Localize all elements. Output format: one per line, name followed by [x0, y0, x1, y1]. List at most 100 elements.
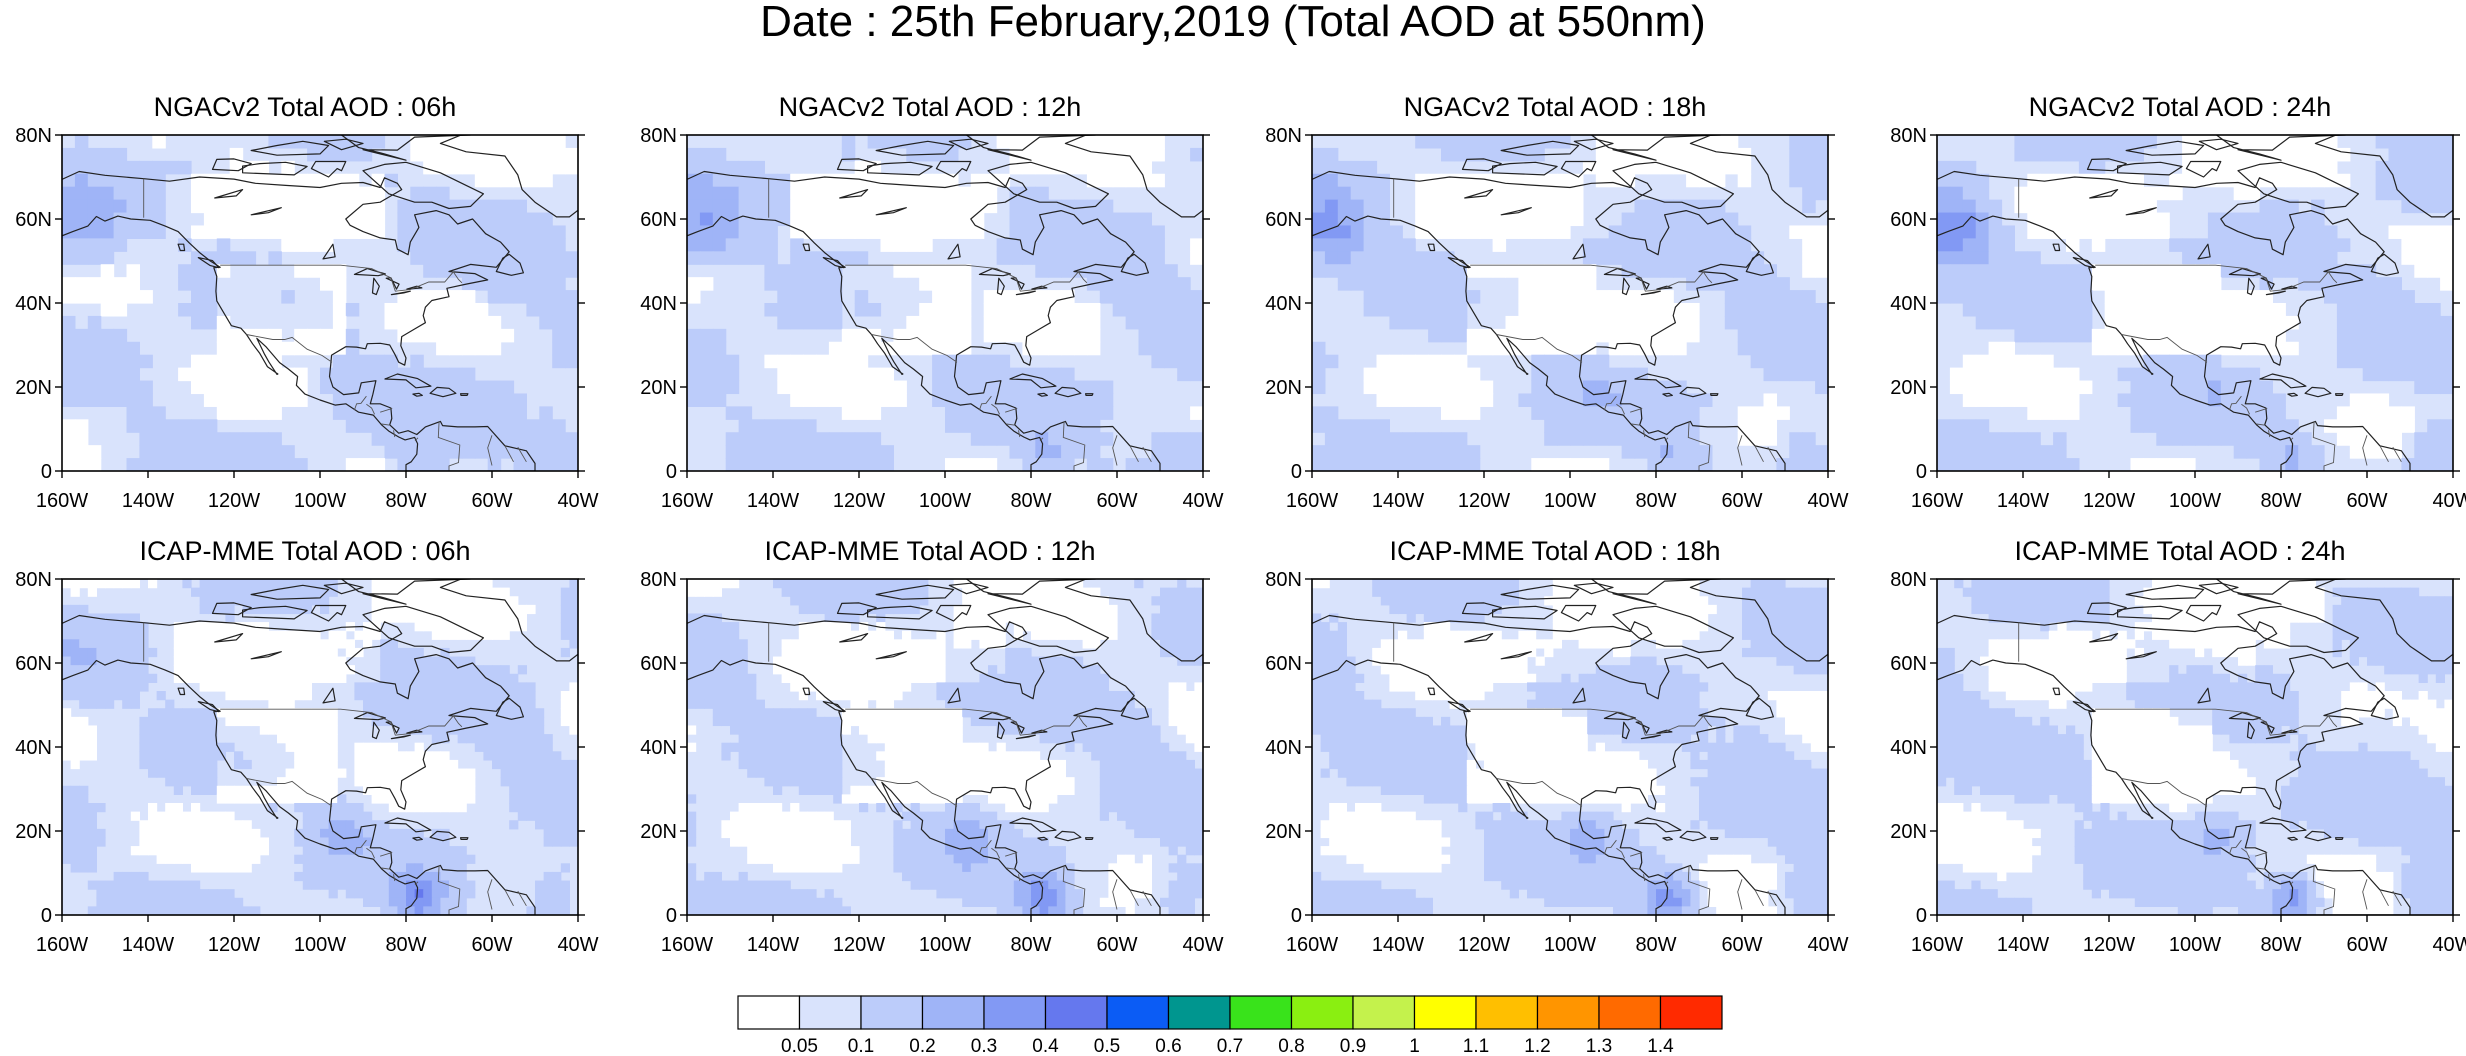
colorbar-swatch	[1229, 995, 1293, 1030]
country-border	[1470, 708, 1713, 736]
colorbar-label: 1.2	[1524, 1036, 1550, 1055]
lon-label: 40W	[1182, 934, 1223, 956]
coastline	[1312, 170, 1786, 471]
coastline	[2089, 632, 2119, 643]
country-border	[437, 865, 461, 915]
country-border	[220, 708, 463, 736]
map-panel: ICAP-MME Total AOD : 12h 0 20N 40N 60N 80N 160…	[625, 536, 1235, 968]
coastline	[1590, 135, 1722, 161]
coastline	[1573, 138, 1614, 151]
lon-label: 80W	[1010, 934, 1051, 956]
lon-label: 40W	[557, 934, 598, 956]
coastline	[1461, 602, 1502, 616]
coastline	[250, 584, 330, 600]
lon-label: 40W	[2432, 490, 2466, 512]
lat-label: 40N	[15, 737, 52, 759]
country-border	[1603, 839, 1617, 855]
coastline	[1464, 188, 1494, 199]
coastline	[1064, 135, 1203, 218]
coastline	[214, 632, 244, 643]
country-border	[2241, 403, 2251, 415]
coastline	[2228, 712, 2261, 721]
coastline	[875, 584, 955, 600]
colorbar-label: 1.4	[1647, 1036, 1674, 1055]
coastline	[1085, 837, 1094, 840]
panel-title: NGACv2 Total AOD : 24h	[2028, 92, 2332, 122]
panel-title: ICAP-MME Total AOD : 06h	[139, 536, 471, 566]
lon-label: 140W	[747, 934, 799, 956]
coastline	[1689, 579, 1828, 662]
coastline	[323, 582, 364, 595]
country-border	[1129, 445, 1139, 463]
coastline	[62, 170, 536, 471]
coastline	[987, 605, 1109, 654]
lon-label: 140W	[1372, 490, 1424, 512]
country-border	[504, 445, 514, 463]
coastline	[406, 729, 423, 734]
country-border	[504, 889, 514, 907]
lon-label: 120W	[208, 934, 260, 956]
country-border	[978, 839, 992, 855]
coastline	[987, 161, 1109, 210]
map-panel: NGACv2 Total AOD : 24h 0 20N 40N 60N 80N 160W 1…	[1875, 92, 2466, 524]
coastline	[1679, 830, 1707, 842]
country-border	[2312, 421, 2336, 471]
panel-title: ICAP-MME Total AOD : 24h	[2014, 536, 2346, 566]
country-border	[2095, 708, 2338, 736]
coastline	[2259, 817, 2307, 833]
lon-label: 80W	[1635, 490, 1676, 512]
aod-field	[687, 579, 1203, 915]
country-border	[2312, 865, 2336, 915]
coastline	[2198, 582, 2239, 595]
coastline	[340, 135, 472, 161]
map-panel: NGACv2 Total AOD : 18h 0 20N 40N 60N 80N 160W 1…	[1250, 92, 1860, 524]
aod-map: 0 20N 40N 60N 80N 160W 140W 120W 100W 80W 60W 40W	[640, 125, 1223, 512]
country-border	[1496, 778, 1583, 807]
lon-label: 140W	[122, 934, 174, 956]
coastline	[836, 158, 877, 172]
country-border	[517, 890, 527, 907]
coastline	[1662, 392, 1673, 397]
coastline	[2304, 830, 2332, 842]
coastline	[2215, 579, 2347, 605]
coastline	[2125, 584, 2205, 600]
country-border	[2241, 847, 2251, 859]
colorbar-label: 0.7	[1217, 1036, 1243, 1055]
coastline	[947, 687, 961, 704]
coastline	[2089, 188, 2119, 199]
coastline	[867, 161, 933, 176]
lon-label: 60W	[1721, 934, 1762, 956]
lat-label: 60N	[1265, 209, 1302, 231]
coastline	[62, 614, 536, 915]
lon-label: 60W	[471, 934, 512, 956]
lon-label: 80W	[385, 490, 426, 512]
country-border	[1006, 423, 1016, 426]
coastline	[323, 138, 364, 151]
lon-label: 140W	[747, 490, 799, 512]
coastline	[250, 651, 282, 660]
lon-label: 60W	[2346, 490, 2387, 512]
country-border	[845, 708, 1088, 736]
country-border	[1630, 851, 1643, 857]
country-border	[1018, 430, 1021, 438]
lon-label: 100W	[1544, 934, 1596, 956]
coastline	[1500, 140, 1580, 156]
coastline	[875, 651, 907, 660]
country-border	[1142, 446, 1152, 463]
lat-label: 80N	[640, 569, 677, 591]
colorbar-label: 0.4	[1032, 1036, 1059, 1055]
lat-label: 60N	[640, 209, 677, 231]
lat-label: 80N	[15, 569, 52, 591]
country-border	[1687, 865, 1711, 915]
country-border	[2379, 889, 2389, 907]
country-border	[1616, 403, 1626, 415]
country-border	[1062, 421, 1086, 471]
colorbar-label: 0.1	[848, 1036, 874, 1055]
coastline	[197, 257, 220, 269]
coastline	[1745, 253, 1775, 276]
coastline	[1054, 830, 1082, 842]
lon-label: 60W	[1096, 934, 1137, 956]
lat-label: 20N	[640, 377, 677, 399]
country-border	[2392, 890, 2402, 907]
coastline	[2265, 734, 2286, 740]
